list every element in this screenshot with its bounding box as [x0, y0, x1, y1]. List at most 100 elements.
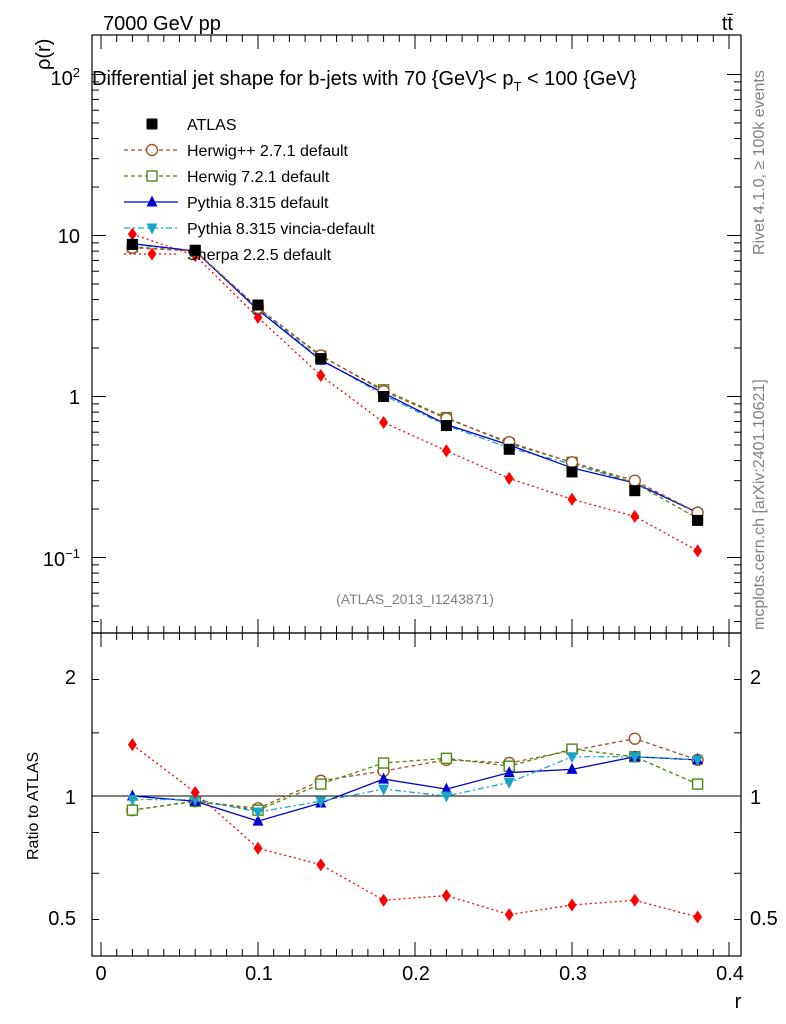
- ratio-series-herwig-2-7-1-default: [126, 732, 704, 817]
- ratio-line-herwig-2-7-1-default: [132, 738, 698, 811]
- ratio-point-pythia-8-315-vincia-default: [252, 807, 264, 819]
- legend-label: Herwig++ 2.7.1 default: [187, 143, 349, 160]
- ratio-point-herwig-2-7-1-default: [628, 732, 641, 745]
- legend-label: Pythia 8.315 vincia-default: [187, 221, 375, 238]
- ratio-series-pythia-8-315-default: [126, 750, 704, 826]
- point-atlas: [629, 485, 641, 497]
- ratio-point-pythia-8-315-vincia-default: [126, 794, 138, 806]
- point-atlas: [692, 514, 704, 526]
- y-tick-label-10: 10: [58, 226, 80, 248]
- ratio-point-sherpa-2-2-5-default: [253, 841, 263, 855]
- ratio-point-pythia-8-315-vincia-default: [378, 784, 390, 796]
- series-sherpa-2-2-5-default: [127, 227, 703, 558]
- legend-entry-atlas: ATLAS: [146, 117, 237, 134]
- legend-marker: [145, 143, 159, 157]
- legend-entry-herwig-2-7-1-default: Herwig++ 2.7.1 default: [124, 143, 349, 160]
- series-atlas: [126, 238, 704, 526]
- ratio-tick-right-0.5: 0.5: [750, 908, 778, 930]
- series-herwig-7-2-1-default: [126, 241, 704, 525]
- ratio-point-pythia-8-315-vincia-default: [503, 777, 515, 789]
- legend-entry-pythia-8-315-default: Pythia 8.315 default: [124, 195, 329, 212]
- point-atlas: [315, 353, 327, 365]
- ratio-point-pythia-8-315-vincia-default: [629, 752, 641, 764]
- point-sherpa-2-2-5-default: [316, 369, 326, 383]
- ratio-tick-right-1: 1: [750, 787, 761, 809]
- ratio-point-sherpa-2-2-5-default: [190, 786, 200, 800]
- point-sherpa-2-2-5-default: [630, 509, 640, 523]
- ratio-panel-frame: [91, 632, 742, 957]
- chart-title: Differential jet shape for b-jets with 7…: [92, 68, 637, 94]
- ratio-axis-ticks: [92, 633, 741, 956]
- ratio-point-pythia-8-315-default: [378, 772, 390, 784]
- y-tick-label-0.1: 10−1: [43, 546, 80, 571]
- legend: ATLAS Herwig++ 2.7.1 default Herwig 7.2.1 …: [124, 117, 375, 264]
- point-atlas: [252, 299, 264, 311]
- ratio-point-sherpa-2-2-5-default: [127, 738, 137, 752]
- ratio-point-pythia-8-315-vincia-default: [692, 755, 704, 767]
- point-atlas: [378, 391, 390, 402]
- ratio-point-sherpa-2-2-5-default: [693, 910, 703, 924]
- ratio-series-pythia-8-315-vincia-default: [126, 752, 704, 819]
- ratio-point-pythia-8-315-default: [503, 766, 515, 778]
- process-label: tt̄: [722, 13, 734, 35]
- ratio-point-sherpa-2-2-5-default: [316, 858, 326, 872]
- ratio-point-herwig-7-2-1-default: [691, 778, 704, 790]
- main-y-axis-label: ρ(r): [33, 39, 55, 70]
- ratio-line-herwig-7-2-1-default: [132, 748, 698, 811]
- legend-label: Herwig 7.2.1 default: [187, 169, 330, 186]
- legend-marker: [146, 223, 158, 235]
- legend-marker: [146, 170, 158, 182]
- ratio-series-herwig-7-2-1-default: [126, 743, 704, 816]
- ratio-line-sherpa-2-2-5-default: [132, 744, 698, 918]
- x-tick-label-0.4: 0.4: [716, 963, 744, 985]
- rivet-version-label: Rivet 4.1.0, ≥ 100k events: [751, 70, 768, 255]
- legend-entry-sherpa-2-2-5-default: Sherpa 2.2.5 default: [124, 247, 332, 264]
- point-atlas: [126, 238, 138, 250]
- point-herwig-2-7-1-default: [628, 474, 641, 487]
- ratio-point-herwig-7-2-1-default: [440, 752, 453, 765]
- point-sherpa-2-2-5-default: [127, 227, 137, 241]
- legend-label: Pythia 8.315 default: [187, 195, 329, 212]
- ratio-series-group: [126, 732, 704, 924]
- point-sherpa-2-2-5-default: [567, 492, 577, 506]
- legend-marker: [146, 195, 158, 207]
- ratio-point-herwig-7-2-1-default: [126, 804, 139, 816]
- point-herwig-2-7-1-default: [565, 456, 579, 469]
- point-sherpa-2-2-5-default: [441, 444, 451, 458]
- legend-entry-herwig-7-2-1-default: Herwig 7.2.1 default: [124, 169, 330, 186]
- ratio-point-pythia-8-315-default: [440, 782, 452, 794]
- y-tick-label-100: 102: [51, 65, 80, 90]
- y-tick-label-1: 1: [69, 387, 80, 409]
- series-line-herwig-2-7-1-default: [132, 247, 698, 514]
- ratio-point-pythia-8-315-vincia-default: [315, 796, 327, 808]
- ratio-point-pythia-8-315-default: [566, 762, 578, 774]
- ratio-point-pythia-8-315-vincia-default: [189, 794, 201, 806]
- x-tick-label-0: 0: [95, 963, 106, 985]
- point-sherpa-2-2-5-default: [379, 415, 389, 429]
- ratio-point-sherpa-2-2-5-default: [379, 893, 389, 907]
- ratio-point-herwig-7-2-1-default: [315, 778, 327, 790]
- ratio-series-sherpa-2-2-5-default: [127, 738, 703, 924]
- point-atlas: [503, 443, 515, 455]
- legend-entry-pythia-8-315-vincia-default: Pythia 8.315 vincia-default: [124, 221, 375, 238]
- mcplots-label: mcplots.cern.ch [arXiv:2401.10621]: [751, 379, 768, 630]
- ratio-tick-left-0.5: 0.5: [48, 908, 76, 930]
- ratio-line-pythia-8-315-vincia-default: [132, 756, 698, 813]
- analysis-id-label: (ATLAS_2013_I1243871): [336, 591, 494, 607]
- point-sherpa-2-2-5-default: [504, 471, 514, 485]
- main-axis-ticks: [92, 35, 741, 633]
- point-sherpa-2-2-5-default: [693, 544, 703, 558]
- series-line-pythia-8-315-vincia-default: [132, 243, 698, 514]
- series-line-sherpa-2-2-5-default: [132, 233, 698, 552]
- legend-label: Sherpa 2.2.5 default: [187, 247, 332, 264]
- ratio-point-sherpa-2-2-5-default: [567, 898, 577, 912]
- ratio-tick-left-2: 2: [65, 667, 76, 689]
- point-atlas: [440, 420, 452, 432]
- ratio-point-pythia-8-315-vincia-default: [566, 752, 578, 764]
- x-tick-label-0.1: 0.1: [245, 963, 273, 985]
- ratio-point-herwig-7-2-1-default: [377, 757, 390, 769]
- x-axis-label: r: [735, 991, 742, 1013]
- ratio-line-pythia-8-315-default: [132, 756, 698, 822]
- point-atlas: [566, 466, 578, 478]
